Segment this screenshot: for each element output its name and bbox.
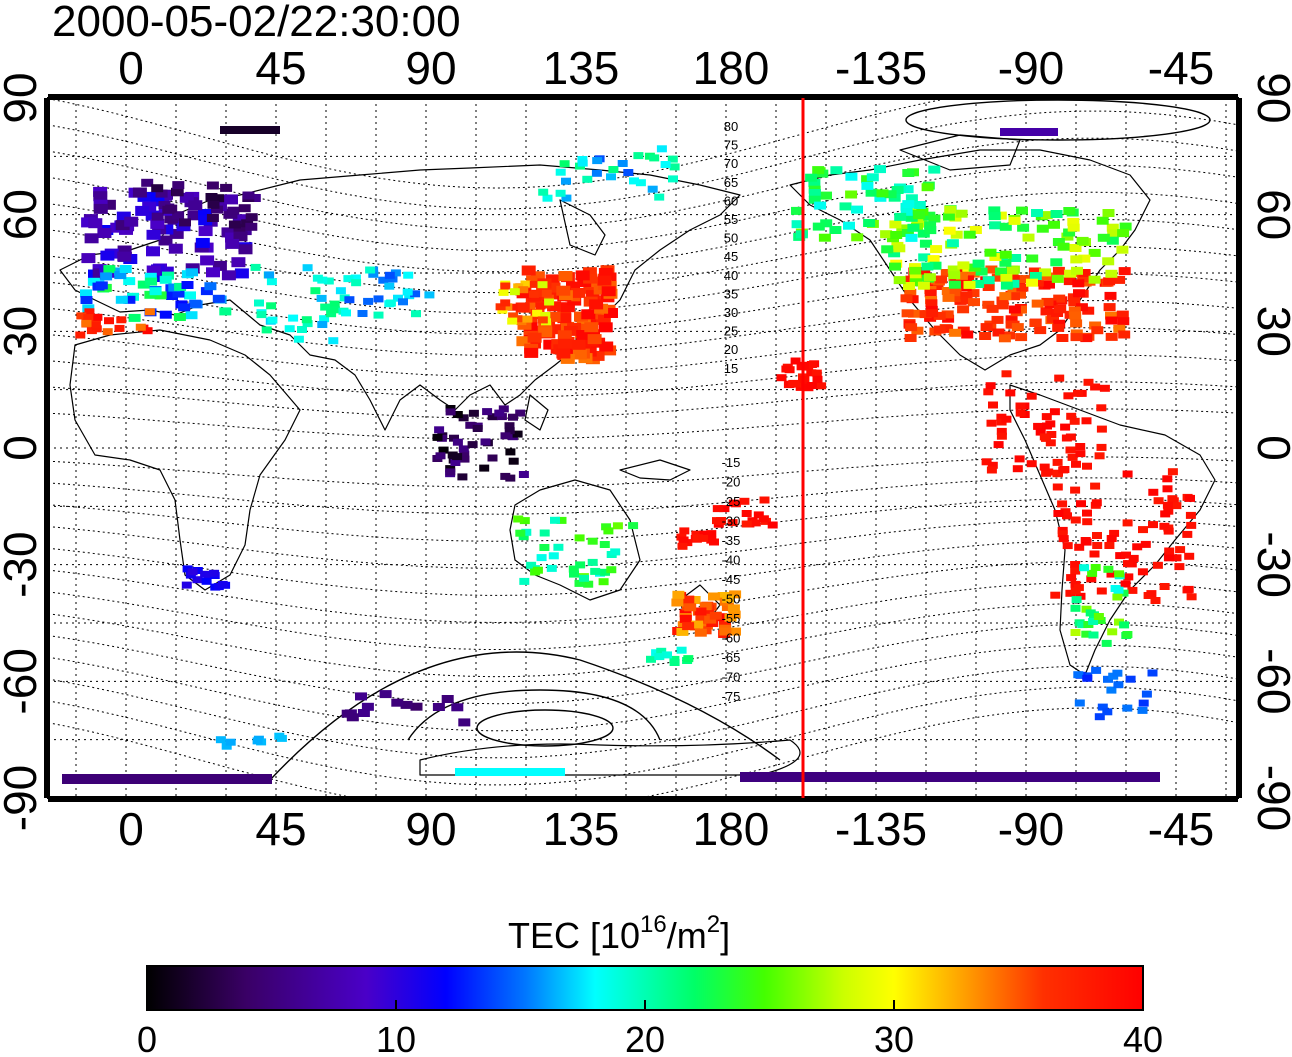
bottom-longitude-tick: -135 bbox=[835, 803, 927, 855]
mlat-label: 80 bbox=[724, 119, 738, 134]
mlat-label: -70 bbox=[722, 670, 741, 685]
mlat-label: -40 bbox=[722, 553, 741, 568]
top-longitude-tick: 135 bbox=[543, 42, 620, 94]
mlat-label: -60 bbox=[722, 631, 741, 646]
coastlines bbox=[59, 134, 1216, 776]
left-latitude-tick: -90 bbox=[0, 765, 46, 831]
colorbar-tick-label: 40 bbox=[1123, 1019, 1163, 1057]
top-longitude-labels: 0 45 90 135 180 -135 -90 -45 bbox=[118, 42, 1214, 94]
right-latitude-tick: 60 bbox=[1248, 189, 1292, 240]
mlat-label: -35 bbox=[722, 533, 741, 548]
auroral-ovals bbox=[269, 99, 1211, 781]
mlat-label: 30 bbox=[724, 305, 738, 320]
colorbar-ticks: 0 10 20 30 40 bbox=[137, 1000, 1163, 1057]
colorbar-tick-label: 30 bbox=[874, 1019, 914, 1057]
mlat-label: 60 bbox=[724, 193, 738, 208]
mlat-label: -65 bbox=[722, 650, 741, 665]
colorbar-tick-label: 0 bbox=[137, 1019, 157, 1057]
top-longitude-tick: 180 bbox=[693, 42, 770, 94]
mlat-label: -20 bbox=[722, 475, 741, 490]
left-latitude-tick: 30 bbox=[0, 306, 46, 357]
bottom-longitude-tick: 90 bbox=[405, 803, 456, 855]
bottom-longitude-tick: 180 bbox=[693, 803, 770, 855]
left-latitude-labels: 90 60 30 0 -30 -60 -90 bbox=[0, 72, 46, 831]
right-latitude-tick: -60 bbox=[1248, 648, 1292, 714]
mlat-label: 75 bbox=[724, 138, 738, 153]
mlat-label: 70 bbox=[724, 156, 738, 171]
right-latitude-tick: -90 bbox=[1248, 765, 1292, 831]
bottom-longitude-tick: 0 bbox=[118, 803, 144, 855]
left-latitude-tick: -60 bbox=[0, 648, 46, 714]
mlat-label: 45 bbox=[724, 249, 738, 264]
bottom-axis-bar bbox=[48, 796, 1238, 802]
mlat-label: -55 bbox=[722, 611, 741, 626]
right-axis-bar bbox=[1236, 98, 1242, 798]
colorbar-tick-label: 10 bbox=[376, 1019, 416, 1057]
left-latitude-tick: 0 bbox=[0, 435, 46, 461]
right-latitude-tick: 0 bbox=[1248, 435, 1292, 461]
bottom-longitude-tick: -90 bbox=[998, 803, 1064, 855]
left-latitude-tick: -30 bbox=[0, 531, 46, 597]
left-axis-bar bbox=[44, 98, 50, 798]
top-longitude-tick: -135 bbox=[835, 42, 927, 94]
colorbar-tick-label: 20 bbox=[625, 1019, 665, 1057]
right-latitude-tick: 90 bbox=[1248, 72, 1292, 123]
mlat-label: 25 bbox=[724, 324, 738, 339]
mlat-label: 50 bbox=[724, 231, 738, 246]
top-longitude-tick: 90 bbox=[405, 42, 456, 94]
top-longitude-tick: -45 bbox=[1148, 42, 1214, 94]
left-latitude-tick: 90 bbox=[0, 72, 46, 123]
mlat-label: -50 bbox=[722, 592, 741, 607]
left-latitude-tick: 60 bbox=[0, 189, 46, 240]
map-title: 2000-05-02/22:30:00 bbox=[52, 0, 461, 46]
bottom-longitude-labels: 0 45 90 135 180 -135 -90 -45 bbox=[118, 803, 1214, 855]
tec-observation-points bbox=[62, 126, 1197, 784]
bottom-longitude-tick: 45 bbox=[255, 803, 306, 855]
mlat-label: 20 bbox=[724, 342, 738, 357]
bottom-longitude-tick: -45 bbox=[1148, 803, 1214, 855]
mlat-label: -75 bbox=[722, 689, 741, 704]
bottom-longitude-tick: 135 bbox=[543, 803, 620, 855]
right-latitude-tick: 30 bbox=[1248, 306, 1292, 357]
top-longitude-tick: 45 bbox=[255, 42, 306, 94]
mlat-label: 40 bbox=[724, 268, 738, 283]
top-longitude-tick: 0 bbox=[118, 42, 144, 94]
magnetic-latitude-labels: 80 75 70 65 60 55 50 45 40 35 30 25 20 15 -15 -20 -25 -30… bbox=[722, 119, 741, 704]
top-longitude-tick: -90 bbox=[998, 42, 1064, 94]
mlat-label: 65 bbox=[724, 175, 738, 190]
mlat-label: -30 bbox=[722, 514, 741, 529]
mlat-label: -45 bbox=[722, 572, 741, 587]
mlat-label: 15 bbox=[724, 361, 738, 376]
mlat-label: -25 bbox=[722, 494, 741, 509]
right-latitude-labels: 90 60 30 0 -30 -60 -90 bbox=[1248, 72, 1292, 831]
mlat-label: 55 bbox=[724, 212, 738, 227]
mlat-label: 35 bbox=[724, 286, 738, 301]
mlat-label: -15 bbox=[722, 455, 741, 470]
top-axis-bar bbox=[48, 94, 1238, 100]
colorbar-label: TEC [1016/m2] bbox=[508, 911, 730, 956]
right-latitude-tick: -30 bbox=[1248, 531, 1292, 597]
